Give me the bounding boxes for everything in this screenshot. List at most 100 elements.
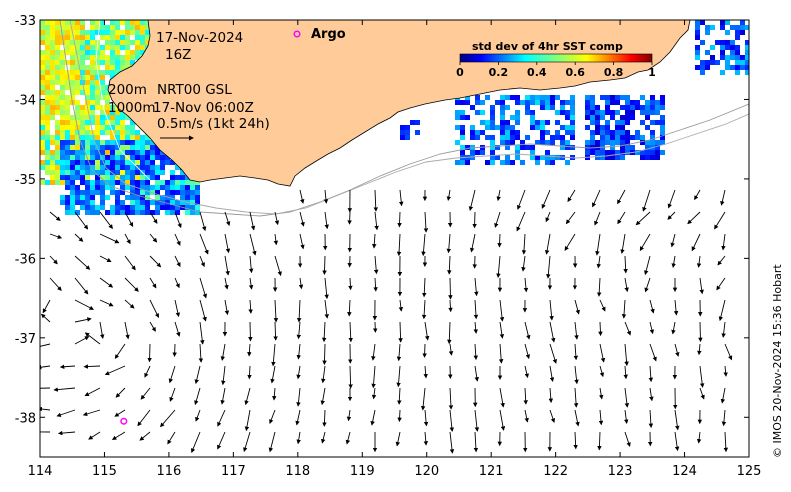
sst-pixel — [620, 120, 625, 125]
sst-pixel — [555, 155, 560, 160]
current-vector — [144, 365, 151, 378]
sst-pixel — [535, 155, 540, 160]
sst-pixel — [130, 200, 135, 205]
sst-pixel — [555, 110, 560, 115]
sst-pixel — [100, 75, 105, 80]
sst-pixel — [55, 65, 60, 70]
sst-pixel — [105, 130, 110, 135]
sst-pixel — [55, 165, 60, 170]
sst-pixel — [145, 165, 150, 170]
sst-pixel — [45, 160, 50, 165]
current-vector — [549, 365, 555, 382]
current-vector — [574, 299, 580, 315]
sst-pixel — [620, 105, 625, 110]
sst-pixel — [100, 85, 105, 90]
sst-pixel — [125, 40, 130, 45]
sst-pixel — [60, 170, 65, 175]
sst-pixel — [745, 45, 749, 50]
current-vector — [40, 313, 51, 323]
sst-pixel — [130, 40, 135, 45]
sst-pixel — [85, 175, 90, 180]
current-vector — [174, 277, 180, 289]
current-vector — [494, 211, 501, 228]
sst-pixel — [180, 180, 185, 185]
current-vector — [373, 189, 378, 212]
sst-pixel — [85, 145, 90, 150]
current-vector — [56, 409, 76, 417]
y-axis-ticks: -33 -34 -35 -36 -37 -38 — [15, 14, 749, 426]
sst-pixel — [610, 100, 615, 105]
current-vector — [199, 233, 209, 255]
sst-pixel — [155, 165, 160, 170]
current-vector — [174, 211, 182, 229]
sst-pixel — [150, 145, 155, 150]
sst-pixel — [110, 35, 115, 40]
sst-pixel — [585, 100, 590, 105]
current-vector — [220, 387, 226, 405]
current-vector — [74, 299, 94, 310]
sst-pixel — [95, 50, 100, 55]
sst-pixel — [80, 45, 85, 50]
sst-pixel — [735, 60, 740, 65]
sst-pixel — [565, 110, 570, 115]
sst-pixel — [165, 185, 170, 190]
sst-pixel — [640, 105, 645, 110]
sst-pixel — [505, 130, 510, 135]
sst-pixel — [40, 160, 45, 165]
sst-pixel — [60, 150, 65, 155]
sst-pixel — [725, 40, 730, 45]
current-vector — [137, 409, 151, 427]
sst-pixel — [75, 195, 80, 200]
current-vector — [674, 409, 680, 431]
sst-pixel — [120, 165, 125, 170]
sst-pixel — [105, 140, 110, 145]
sst-pixel — [490, 125, 495, 130]
sst-pixel — [155, 185, 160, 190]
current-vector — [149, 233, 158, 243]
current-vector — [194, 387, 201, 406]
sst-pixel — [110, 55, 115, 60]
sst-pixel — [80, 200, 85, 205]
current-vector — [472, 211, 477, 229]
sst-pixel — [730, 25, 735, 30]
colorbar-tick-label: 0.4 — [527, 66, 547, 79]
sst-pixel — [95, 210, 100, 215]
sst-pixel — [590, 150, 595, 155]
sst-pixel — [600, 130, 605, 135]
sst-pixel — [95, 160, 100, 165]
sst-pixel — [115, 130, 120, 135]
sst-pixel — [75, 30, 80, 35]
sst-pixel — [130, 130, 135, 135]
sst-pixel — [615, 110, 620, 115]
sst-pixel — [110, 135, 115, 140]
sst-pixel — [135, 205, 140, 210]
sst-pixel — [90, 75, 95, 80]
sst-pixel — [65, 35, 70, 40]
sst-pixel — [90, 210, 95, 215]
sst-pixel — [600, 115, 605, 120]
sst-pixel — [110, 145, 115, 150]
sst-pixel — [740, 60, 745, 65]
sst-pixel — [500, 135, 505, 140]
sst-pixel — [125, 25, 130, 30]
sst-pixel — [70, 60, 75, 65]
current-vector — [597, 431, 602, 451]
sst-pixel — [545, 120, 550, 125]
sst-pixel — [120, 155, 125, 160]
sst-pixel — [70, 175, 75, 180]
current-vector — [546, 255, 551, 279]
current-vector — [224, 211, 231, 227]
sst-pixel — [485, 160, 490, 165]
sst-pixel — [465, 160, 470, 165]
current-vector — [57, 430, 76, 436]
sst-pixel — [155, 195, 160, 200]
sst-pixel — [80, 180, 85, 185]
sst-pixel — [90, 120, 95, 125]
sst-pixel — [725, 30, 730, 35]
sst-pixel — [475, 110, 480, 115]
sst-pixel — [100, 105, 105, 110]
sst-pixel — [480, 150, 485, 155]
x-tick-label: 116 — [156, 464, 181, 479]
sst-pixel — [490, 145, 495, 150]
sst-pixel — [135, 35, 140, 40]
